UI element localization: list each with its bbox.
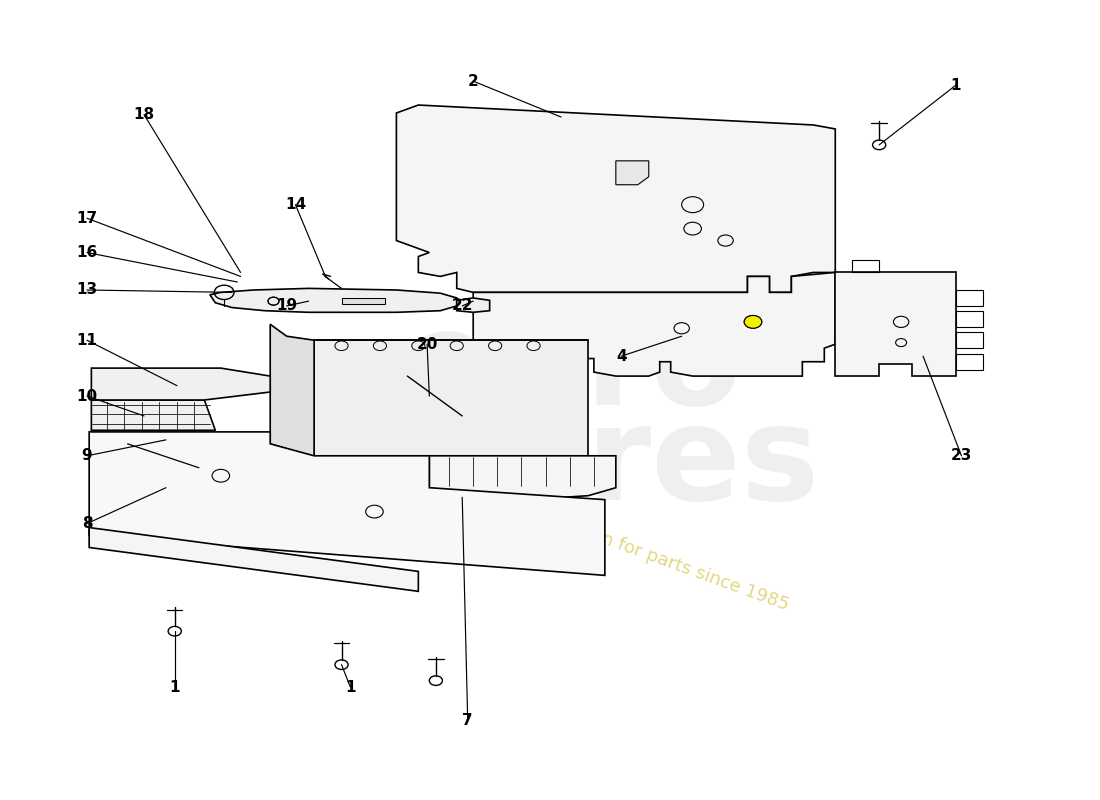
Text: 10: 10: [76, 389, 98, 403]
Polygon shape: [91, 368, 271, 400]
Text: 16: 16: [76, 245, 98, 260]
Polygon shape: [341, 298, 385, 304]
Polygon shape: [91, 400, 216, 430]
Text: euro: euro: [403, 305, 741, 432]
Text: 1: 1: [169, 679, 180, 694]
Polygon shape: [835, 273, 956, 376]
Text: 22: 22: [451, 298, 473, 314]
Text: 20: 20: [417, 337, 438, 352]
Text: 7: 7: [462, 713, 473, 728]
Polygon shape: [396, 105, 835, 292]
Text: 14: 14: [285, 197, 306, 212]
Text: 18: 18: [133, 107, 155, 122]
Text: a passion for parts since 1985: a passion for parts since 1985: [529, 504, 791, 614]
Text: 4: 4: [616, 349, 627, 364]
Polygon shape: [210, 288, 456, 312]
Text: 23: 23: [950, 448, 972, 463]
Polygon shape: [89, 432, 605, 575]
Text: 1: 1: [950, 78, 961, 93]
Text: 8: 8: [81, 516, 92, 531]
Text: 9: 9: [81, 448, 92, 463]
Polygon shape: [616, 161, 649, 185]
Text: 17: 17: [76, 210, 98, 226]
Polygon shape: [271, 324, 315, 456]
Polygon shape: [89, 527, 418, 591]
Text: 2: 2: [468, 74, 478, 89]
Circle shape: [745, 315, 762, 328]
Polygon shape: [429, 456, 616, 500]
Polygon shape: [315, 340, 588, 456]
Text: 11: 11: [77, 333, 98, 348]
Text: 13: 13: [76, 282, 98, 298]
Text: 1: 1: [345, 679, 355, 694]
Text: spares: spares: [324, 400, 820, 527]
Polygon shape: [456, 298, 490, 312]
Polygon shape: [473, 273, 835, 376]
Text: 19: 19: [276, 298, 297, 314]
